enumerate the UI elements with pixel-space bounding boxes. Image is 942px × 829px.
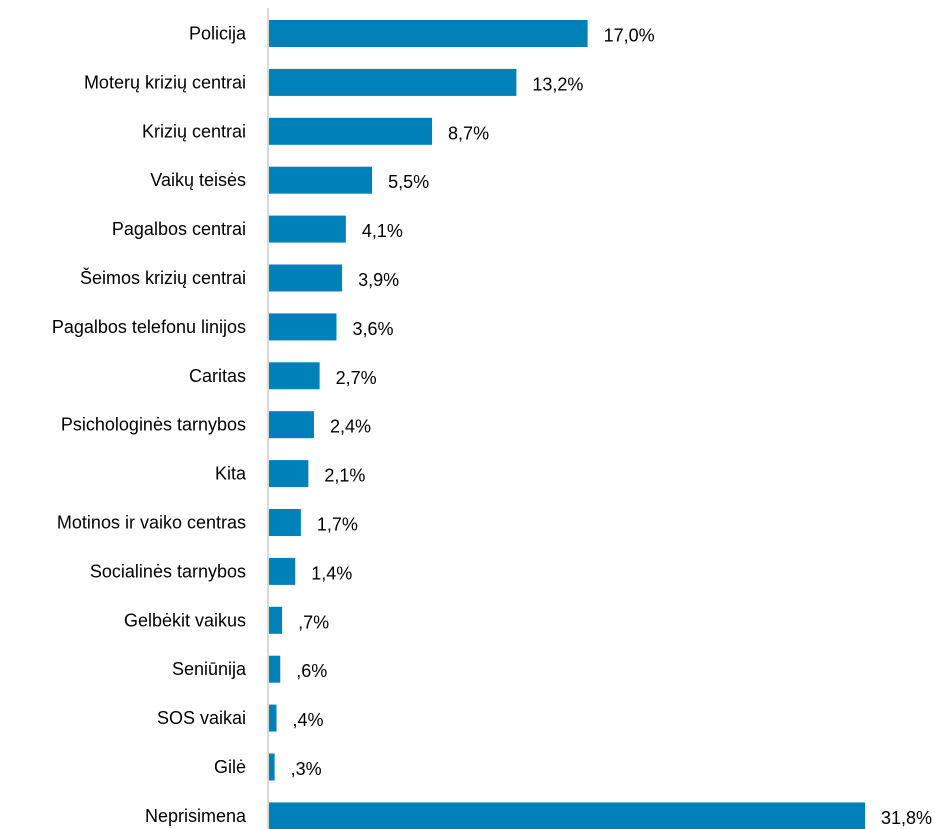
value-label-15: ,3% (291, 759, 322, 779)
value-label-3: 5,5% (388, 172, 429, 192)
category-label-16: Neprisimena (145, 806, 247, 826)
value-label-2: 8,7% (448, 123, 489, 143)
category-label-9: Kita (215, 464, 247, 484)
category-label-11: Socialinės tarnybos (90, 561, 246, 581)
category-label-5: Šeimos krizių centrai (80, 267, 246, 288)
category-label-1: Moterų krizių centrai (84, 72, 246, 92)
category-label-3: Vaikų teisės (150, 170, 246, 190)
value-label-14: ,4% (292, 710, 323, 730)
category-label-6: Pagalbos telefonu linijos (52, 317, 246, 337)
value-label-7: 2,7% (336, 368, 377, 388)
category-label-7: Caritas (189, 366, 246, 386)
category-label-2: Krizių centrai (142, 121, 246, 141)
value-labels-group: 17,0% 13,2% 8,7% 5,5% 4,1% 3,9% 3,6% 2,7% 2,4% 2,… (291, 26, 932, 828)
value-label-13: ,6% (296, 661, 327, 681)
bars-group (269, 20, 865, 829)
category-label-0: Policija (189, 24, 247, 44)
bar-14 (269, 704, 277, 732)
value-label-8: 2,4% (330, 417, 371, 437)
bar-6 (269, 313, 337, 341)
category-label-10: Motinos ir vaiko centras (57, 513, 246, 533)
bar-8 (269, 411, 314, 439)
value-label-1: 13,2% (532, 74, 583, 94)
bar-5 (269, 264, 343, 292)
value-label-4: 4,1% (362, 221, 403, 241)
category-label-8: Psichologinės tarnybos (61, 415, 246, 435)
value-label-5: 3,9% (358, 270, 399, 290)
bar-7 (269, 362, 320, 390)
value-label-0: 17,0% (604, 26, 655, 46)
bar-10 (269, 509, 301, 536)
value-label-9: 2,1% (324, 466, 365, 486)
category-label-14: SOS vaikai (157, 708, 246, 728)
bar-9 (269, 460, 309, 488)
bar-0 (269, 20, 588, 47)
bar-3 (269, 166, 373, 194)
bar-16 (269, 802, 865, 829)
bar-1 (269, 68, 517, 96)
value-label-16: 31,8% (881, 808, 932, 828)
bar-2 (269, 117, 433, 145)
category-label-15: Gilė (214, 757, 246, 777)
value-label-6: 3,6% (352, 319, 393, 339)
category-label-4: Pagalbos centrai (112, 219, 246, 239)
category-label-12: Gelbėkit vaikus (124, 610, 246, 630)
value-label-10: 1,7% (317, 515, 358, 535)
category-labels-group: Policija Moterų krizių centrai Krizių cent… (52, 24, 247, 826)
bar-4 (269, 215, 346, 243)
value-label-11: 1,4% (311, 563, 352, 583)
value-label-12: ,7% (298, 612, 329, 632)
bar-13 (269, 655, 281, 683)
bar-15 (269, 753, 275, 781)
bar-12 (269, 606, 283, 634)
category-label-13: Seniūnija (172, 659, 247, 679)
bar-11 (269, 557, 296, 585)
